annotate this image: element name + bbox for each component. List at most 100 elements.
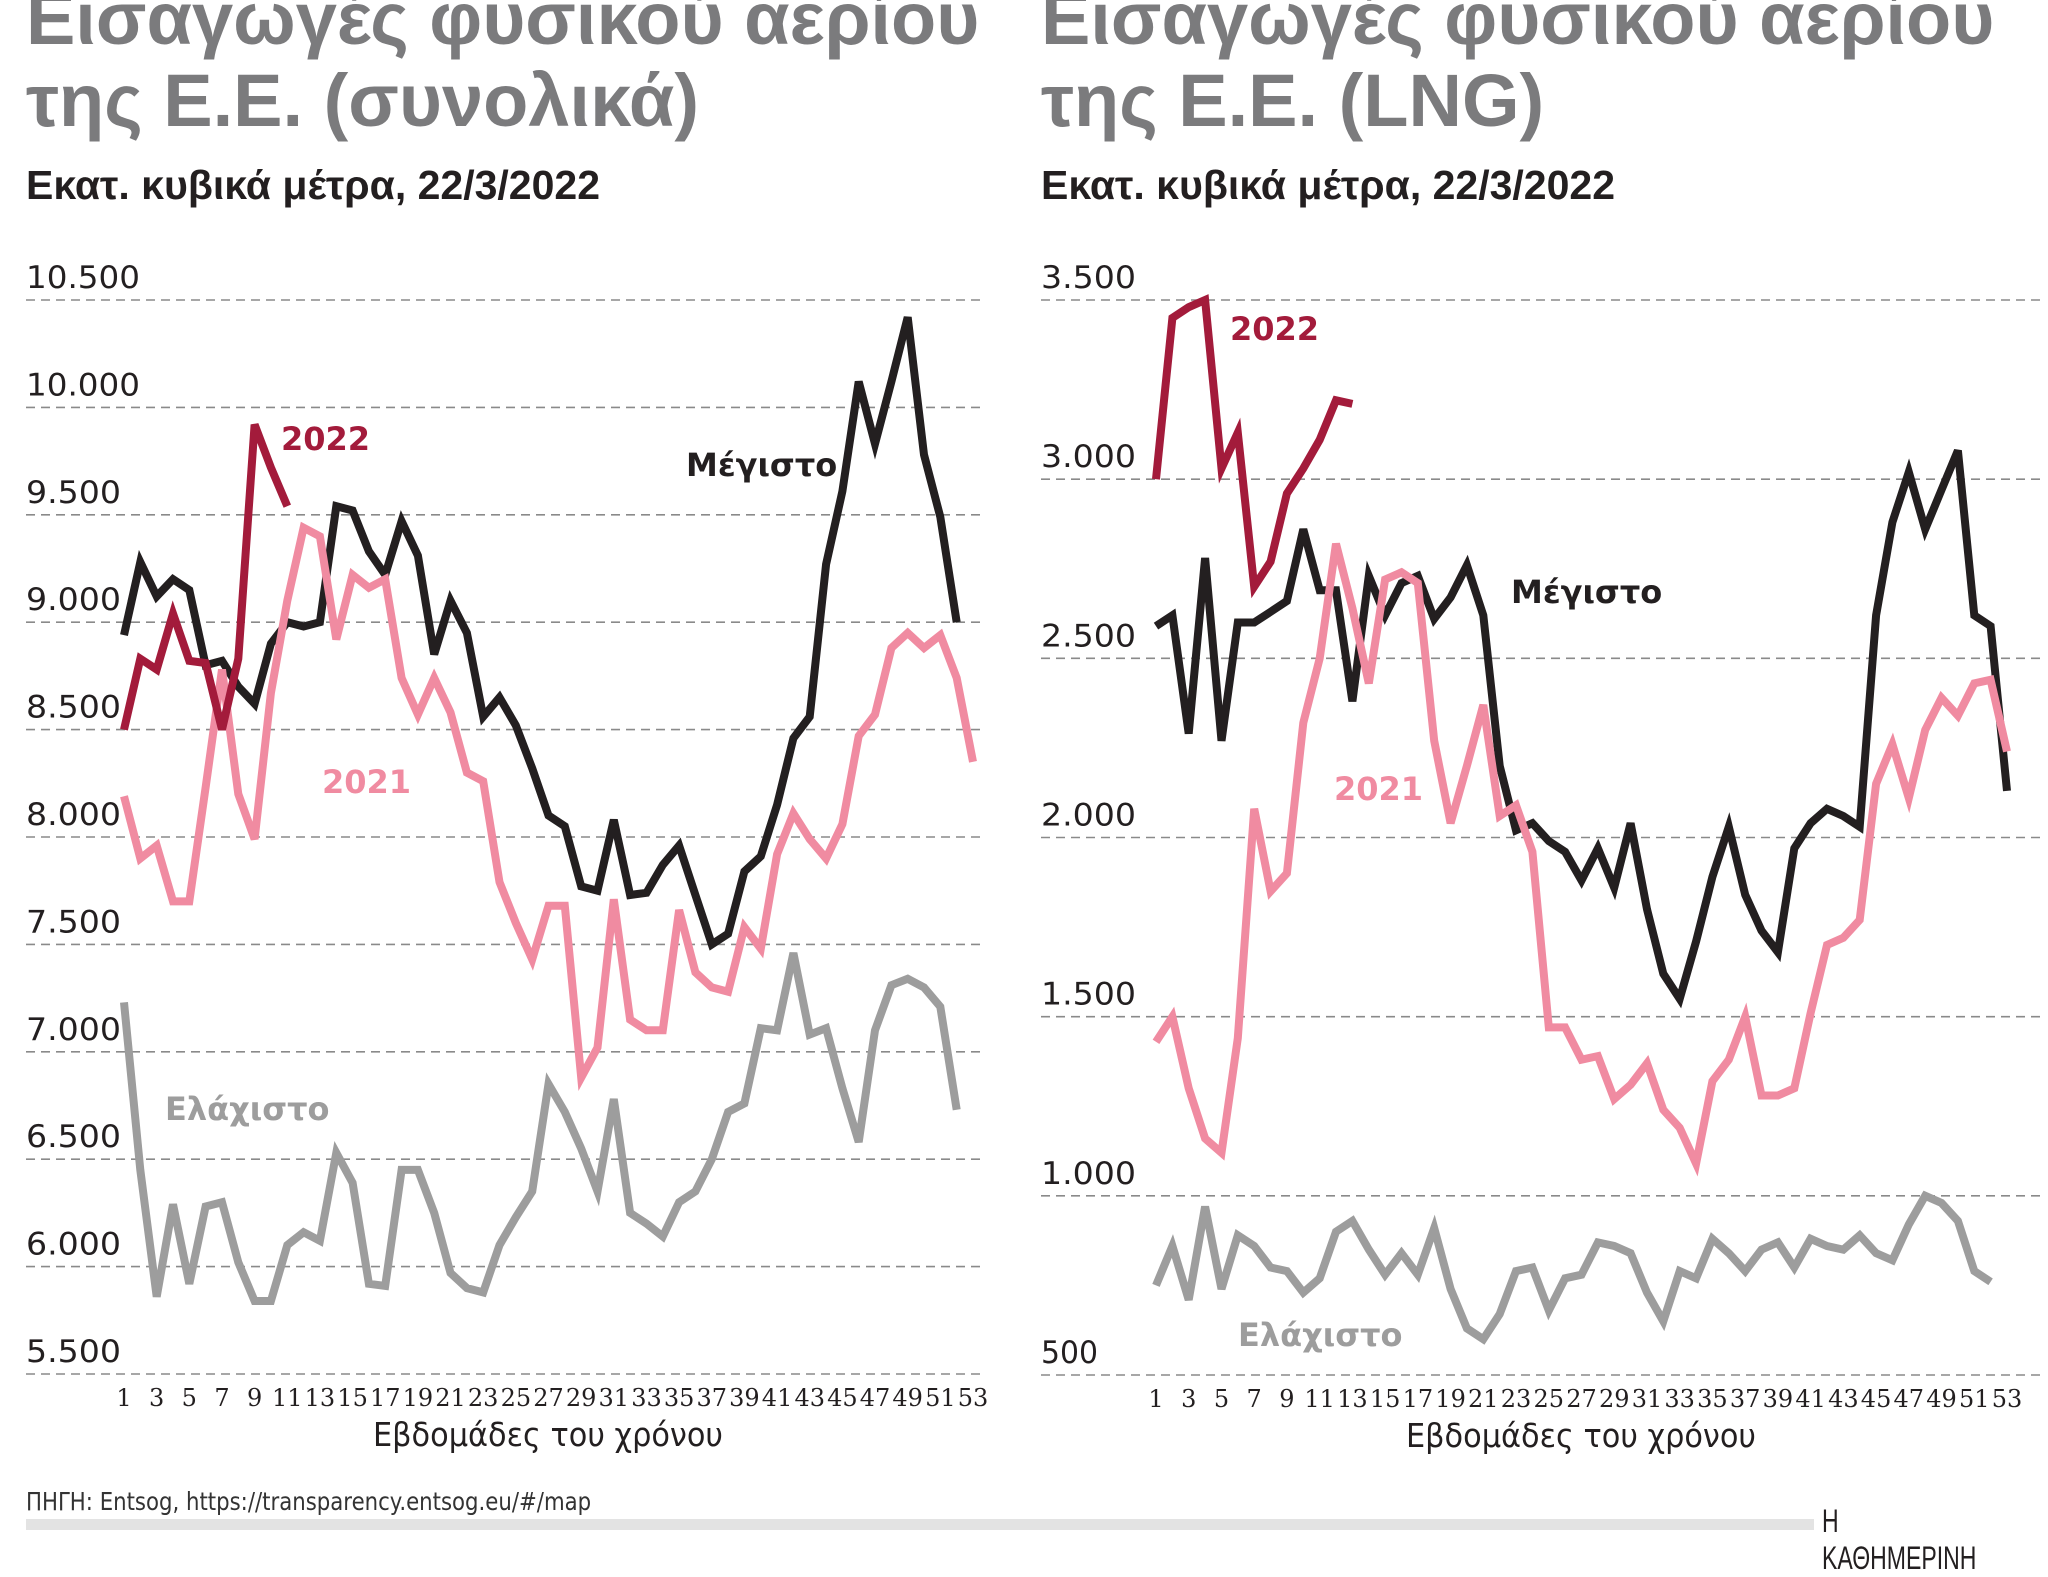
series-line-max [1153,448,2011,1009]
x-tick-label: 17 [1403,1385,1434,1413]
right-title-line2: της Ε.Ε. (LNG) [1041,59,1545,142]
x-tick-label: 25 [1533,1385,1564,1413]
x-tick-label: 15 [337,1384,368,1412]
x-tick-label: 51 [925,1384,956,1412]
x-tick-label: 31 [1632,1385,1663,1413]
x-tick-label: 41 [1795,1385,1826,1413]
x-tick-label: 5 [1214,1385,1229,1413]
y-tick-label: 500 [1041,1335,1098,1371]
series-label-max: Μέγιστο [1511,573,1662,611]
x-tick-label: 41 [762,1384,793,1412]
y-tick-label: 6.500 [26,1119,121,1155]
x-tick-label: 37 [696,1384,727,1412]
footer-bar [26,1519,1814,1530]
y-tick-label: 3.000 [1041,439,1136,475]
left-title-line1: Εισαγωγές φυσικού αερίου [26,0,980,60]
y-tick-label: 1.000 [1041,1156,1136,1192]
x-tick-label: 9 [1279,1385,1294,1413]
x-tick-label: 11 [272,1384,303,1412]
x-tick-label: 3 [1181,1385,1196,1413]
right-chart-subtitle: Εκατ. κυβικά μέτρα, 22/3/2022 [1041,162,1615,208]
y-tick-label: 10.500 [26,260,140,296]
x-tick-label: 33 [631,1384,662,1412]
y-tick-label: 7.500 [26,904,121,940]
x-tick-label: 47 [1894,1385,1925,1413]
x-tick-label: 21 [435,1384,466,1412]
x-tick-label: 43 [1828,1385,1859,1413]
y-tick-label: 7.000 [26,1012,121,1048]
x-tick-label: 13 [1337,1385,1368,1413]
y-tick-label: 9.500 [26,475,121,511]
series-line-min [120,952,961,1305]
y-tick-label: 3.500 [1041,260,1136,296]
x-tick-label: 29 [566,1384,597,1412]
x-tick-label: 11 [1304,1385,1335,1413]
y-tick-label: 6.000 [26,1227,121,1263]
series-line-min [1152,1190,1993,1345]
x-tick-label: 53 [958,1384,989,1412]
y-tick-label: 2.500 [1041,618,1136,654]
x-tick-label: 35 [1697,1385,1728,1413]
x-axis-label: Εβδομάδες του χρόνου [1406,1416,1756,1455]
x-tick-label: 45 [1861,1385,1892,1413]
source-note: ΠΗΓΗ: Entsog, https://transparency.entso… [26,1487,592,1516]
series-label-min: Ελάχιστο [165,1090,330,1128]
y-tick-label: 9.000 [26,582,121,618]
x-tick-label: 33 [1664,1385,1695,1413]
series-label-min: Ελάχιστο [1238,1316,1403,1354]
x-tick-label: 7 [1247,1385,1262,1413]
x-tick-label: 51 [1959,1385,1990,1413]
left-chart-title: Εισαγωγές φυσικού αερίου της Ε.Ε. (συνολ… [26,0,979,142]
y-tick-label: 8.000 [26,797,121,833]
series-line-y2021 [1152,542,2011,1177]
series-line-y2022 [120,423,291,731]
x-axis-label: Εβδομάδες του χρόνου [373,1415,723,1454]
series-label-max: Μέγιστο [686,446,837,484]
x-tick-label: 15 [1370,1385,1401,1413]
x-tick-label: 47 [860,1384,891,1412]
series-label-y2021: 2021 [322,763,411,801]
x-tick-label: 23 [468,1384,499,1412]
x-tick-label: 21 [1468,1385,1499,1413]
y-tick-label: 5.500 [26,1334,121,1370]
left-title-line2: της Ε.Ε. (συνολικά) [26,59,700,142]
y-tick-label: 10.000 [26,367,140,403]
right-chart-title: Εισαγωγές φυσικού αερίου της Ε.Ε. (LNG) [1041,0,1994,142]
x-tick-label: 53 [1992,1385,2023,1413]
kathimerini-logo: Η ΚΑΘΗΜΕΡΙΝΗ [1822,1503,1977,1576]
x-tick-label: 31 [599,1384,630,1412]
x-tick-label: 45 [827,1384,858,1412]
x-tick-label: 19 [1435,1385,1466,1413]
x-tick-label: 25 [501,1384,532,1412]
series-line-y2022 [1152,294,1354,599]
x-tick-label: 19 [403,1384,434,1412]
x-tick-label: 17 [370,1384,401,1412]
x-tick-label: 7 [214,1384,229,1412]
x-tick-label: 9 [247,1384,262,1412]
series-line-y2021 [120,521,977,1092]
x-tick-label: 29 [1599,1385,1630,1413]
series-label-y2021: 2021 [1334,770,1423,808]
y-tick-label: 8.500 [26,690,121,726]
right-title-line1: Εισαγωγές φυσικού αερίου [1041,0,1995,60]
x-tick-label: 1 [116,1384,131,1412]
x-tick-label: 39 [729,1384,760,1412]
series-line-max [120,316,961,951]
series-label-y2022: 2022 [281,420,370,458]
x-tick-label: 3 [149,1384,164,1412]
x-tick-label: 13 [305,1384,336,1412]
x-tick-label: 49 [892,1384,923,1412]
x-tick-label: 39 [1763,1385,1794,1413]
y-tick-label: 2.000 [1041,798,1136,834]
x-tick-label: 27 [533,1384,564,1412]
left-chart-subtitle: Εκατ. κυβικά μέτρα, 22/3/2022 [26,162,600,208]
series-label-y2022: 2022 [1230,310,1319,348]
x-tick-label: 35 [664,1384,695,1412]
x-tick-label: 49 [1926,1385,1957,1413]
x-tick-label: 43 [794,1384,825,1412]
y-tick-label: 1.500 [1041,977,1136,1013]
x-tick-label: 23 [1501,1385,1532,1413]
x-tick-label: 5 [182,1384,197,1412]
x-tick-label: 37 [1730,1385,1761,1413]
